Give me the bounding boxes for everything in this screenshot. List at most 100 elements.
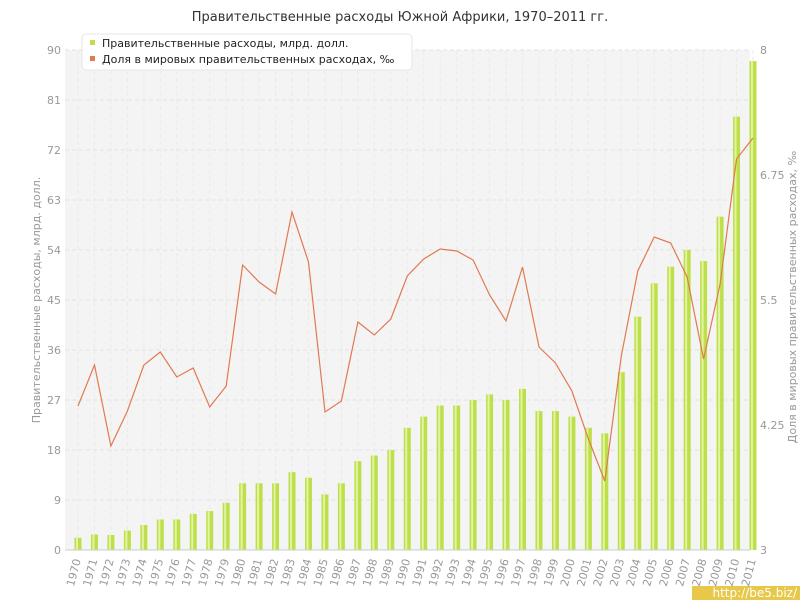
bar-highlight [635,316,638,550]
bar-highlight [751,61,753,550]
legend-swatch-share [90,56,95,61]
y-tick-right: 6.75 [760,169,785,182]
bar-highlight [273,483,276,550]
bar-highlight [701,261,704,550]
y-tick-left: 63 [47,194,61,207]
y-tick-left: 90 [47,44,61,57]
bar [140,525,148,550]
legend-label-share: Доля в мировых правительственных расхода… [102,53,395,66]
bar-highlight [438,405,441,550]
bar [568,416,576,550]
y-tick-left: 72 [47,144,61,157]
y-axis-right: 3 4.25 5.5 6.75 8 [760,44,785,557]
y-tick-left: 81 [47,94,61,107]
bar [107,535,115,550]
legend: Правительственные расходы, млрд. долл. Д… [81,33,413,71]
bar [469,400,477,550]
y-tick-left: 9 [54,494,61,507]
x-axis: 1970197119721973197419751976197719781979… [64,557,759,587]
bar-highlight [652,283,655,550]
legend-swatch-spending [90,40,95,45]
bar [634,316,642,550]
bar-highlight [619,372,622,550]
y-tick-left: 54 [47,244,61,257]
y-tick-left: 27 [47,394,61,407]
bar-highlight [306,477,309,550]
bar [601,433,609,550]
bar-highlight [372,455,375,550]
y-tick-left: 45 [47,294,61,307]
watermark: http://be5.biz/ [692,586,800,600]
bar-highlight [668,266,671,550]
bar-highlight [92,534,95,550]
y-tick-right: 3 [760,544,767,557]
bar [255,483,263,550]
bar [337,483,345,550]
bar-highlight [536,411,539,550]
bar-series [74,61,757,551]
bar-highlight [471,400,474,550]
bar [584,427,592,550]
bar [749,61,757,550]
bar-highlight [339,483,342,550]
bar-highlight [421,416,424,550]
legend-box [81,33,413,71]
bar-highlight [108,535,111,550]
bar [74,537,82,550]
bar [502,400,510,550]
bar-highlight [355,461,358,550]
y-axis-left: 0 9 18 27 36 45 54 63 72 81 90 [47,44,61,557]
bar [239,483,247,550]
bar [700,261,708,550]
bar-highlight [322,494,325,550]
bar [370,455,378,550]
bar [650,283,658,550]
bar [683,250,691,550]
bar-highlight [454,405,457,550]
bar [453,405,461,550]
legend-label-spending: Правительственные расходы, млрд. долл. [102,37,348,50]
bar-highlight [718,216,721,550]
bar-highlight [224,502,227,550]
bar [90,534,98,550]
bar-highlight [487,394,490,550]
y-tick-left: 36 [47,344,61,357]
bar-highlight [504,400,507,550]
bar-highlight [141,525,144,550]
bar [535,411,543,550]
bar-highlight [586,427,589,550]
bar-highlight [553,411,556,550]
bar [123,530,131,550]
bar-highlight [520,388,523,550]
bar-highlight [191,513,194,550]
bar-highlight [257,483,260,550]
watermark-text: http://be5.biz/ [712,586,797,600]
bar [436,405,444,550]
bar-highlight [602,433,605,550]
y-tick-left: 0 [54,544,61,557]
y-tick-left: 18 [47,444,61,457]
bar [551,411,559,550]
bar [206,511,214,550]
y-axis-right-title: Доля в мировых правительственных расхода… [786,151,799,444]
watermark-box [692,586,800,600]
bar-highlight [734,116,737,551]
bar [733,116,741,551]
y-tick-right: 8 [760,44,767,57]
bar [667,266,675,550]
bar-highlight [569,416,572,550]
bar [716,216,724,550]
bar [189,513,197,550]
bar-highlight [76,537,78,550]
y-tick-right: 5.5 [760,294,778,307]
bar [222,502,230,550]
share-line [77,137,754,482]
bar-highlight [685,250,688,550]
bar-highlight [240,483,243,550]
bar [486,394,494,550]
bar-highlight [405,427,408,550]
bar [519,388,527,550]
y-axis-left-title: Правительственные расходы, млрд. долл. [30,177,43,423]
bar-highlight [158,519,161,550]
